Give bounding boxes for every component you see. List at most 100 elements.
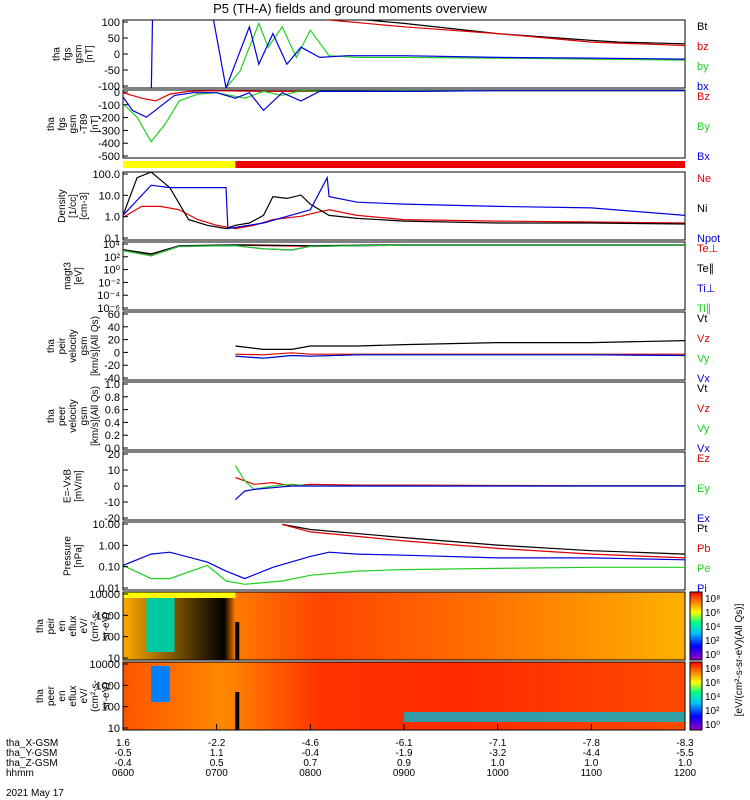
- ytick-label-7-2: 0.10: [99, 562, 120, 574]
- panel-8: [122, 591, 686, 661]
- ytick-label-6-3: -10: [104, 497, 120, 509]
- ytick-label-7-1: 1.00: [99, 540, 120, 552]
- panel-frame-3: [122, 241, 686, 311]
- ytick-label-3-3: 10⁻²: [98, 277, 120, 289]
- ytick-label-4-1: 40: [108, 322, 120, 334]
- ytick-label-1-2: -200: [98, 113, 120, 125]
- series-0-Bt: [359, 20, 685, 45]
- ytick-label-3-5: 10⁻⁶: [97, 303, 120, 315]
- legend-1-2: Bx: [697, 151, 710, 163]
- ytick-label-7-3: 0.01: [99, 583, 120, 595]
- ytick-label-1-4: -400: [98, 138, 120, 150]
- ytick-label-0-1: 50: [108, 33, 120, 45]
- xrow-value-3-4: 1000: [487, 768, 510, 779]
- series-7-Pi: [123, 551, 685, 580]
- ytick-label-0-4: -100: [98, 81, 120, 93]
- ytick-label-0-3: -50: [104, 65, 120, 77]
- series-2-Ne: [123, 205, 685, 230]
- xrow-value-2-0: -0.4: [114, 758, 132, 769]
- ytick-label-2-2: 1.0: [105, 212, 120, 224]
- ytick-label-4-0: 60: [108, 309, 120, 321]
- ytick-label-5-5: 0.0: [105, 443, 120, 455]
- ytick-label-1-1: -100: [98, 100, 120, 112]
- colorbar-tick-0-3: 10²: [705, 636, 720, 647]
- ylabel-2-1: [1/cc]: [68, 194, 79, 218]
- xrow-value-3-1: 0700: [206, 768, 229, 779]
- ylabel-8-6: sr-eV): [101, 612, 112, 639]
- ytick-label-1-3: -300: [98, 125, 120, 137]
- series-0-bx: [150, 20, 685, 88]
- ytick-label-6-4: -20: [104, 513, 120, 525]
- panel-frame-0: [122, 19, 686, 89]
- legend-5-2: Vy: [697, 423, 710, 435]
- ytick-label-8-2: 100: [102, 632, 120, 644]
- series-1-Bx: [123, 90, 685, 118]
- legend-3-2: Ti⊥: [697, 283, 715, 295]
- ylabel-9-4: eV/: [79, 688, 90, 703]
- colorbar-tick-1-0: 10⁸: [705, 664, 720, 675]
- colorbar-tick-0-4: 10⁰: [705, 650, 720, 661]
- legend-6-1: Ey: [697, 483, 710, 495]
- ytick-label-5-1: 0.8: [105, 392, 120, 404]
- ytick-label-8-3: 10: [108, 653, 120, 665]
- status-bar-segment-0: [123, 161, 236, 168]
- series-1-By: [123, 90, 685, 143]
- colorbar-tick-0-2: 10⁴: [705, 622, 720, 633]
- ytick-label-9-3: 10: [108, 723, 120, 735]
- panel-4: [122, 311, 686, 381]
- ytick-label-3-0: 10⁴: [103, 239, 120, 251]
- xrow-value-1-2: -0.4: [302, 748, 320, 759]
- legend-4-1: Vz: [697, 333, 710, 345]
- xrow-value-2-5: 1.0: [584, 758, 598, 769]
- ytick-label-2-3: 0.1: [105, 233, 120, 245]
- status-bar-segment-1: [235, 161, 685, 168]
- legend-3-1: Te∥: [697, 263, 714, 275]
- ylabel-3-0: magt3: [63, 262, 74, 290]
- legend-3-3: Ti∥: [697, 303, 711, 315]
- ylabel-4-1: peir: [57, 337, 68, 354]
- chart-title: P5 (TH-A) fields and ground moments over…: [213, 1, 487, 16]
- ytick-label-6-1: 10: [108, 465, 120, 477]
- xrow-value-0-0: 1.6: [116, 738, 130, 749]
- legend-5-3: Vx: [697, 443, 710, 455]
- xrow-value-2-3: 0.9: [397, 758, 411, 769]
- ylabel-6-1: [mV/m]: [74, 470, 85, 502]
- colorbar-tick-0-1: 10⁶: [705, 608, 720, 619]
- legend-5-0: Vt: [697, 383, 707, 395]
- xrow-value-0-1: -2.2: [208, 738, 226, 749]
- xrow-value-3-3: 0900: [393, 768, 416, 779]
- ylabel-5-2: velocity: [68, 399, 79, 432]
- xrow-value-2-4: 1.0: [491, 758, 505, 769]
- heatmap-gap-marker-8: [235, 622, 240, 660]
- panel-frame-5: [122, 381, 686, 451]
- xrow-value-1-3: -1.9: [395, 748, 413, 759]
- xrow-label-1: tha_Y-GSM: [6, 748, 57, 759]
- xrow-value-1-0: -0.5: [114, 748, 132, 759]
- heatmap-feature-band: [404, 712, 685, 722]
- panel-frame-2: [122, 171, 686, 241]
- ylabel-1-0: tha: [46, 117, 57, 131]
- ytick-label-4-4: -20: [104, 360, 120, 372]
- series-6-Ex: [234, 485, 685, 501]
- series-0-by: [225, 21, 685, 88]
- ylabel-0-1: fgs: [63, 47, 74, 60]
- ytick-label-6-0: 20: [108, 449, 120, 461]
- series-2-Npot: [123, 175, 685, 230]
- ylabel-9-5: (cm²-s-: [90, 680, 101, 712]
- ylabel-5-3: gsm: [79, 407, 90, 426]
- xrow-value-0-6: -8.3: [676, 738, 694, 749]
- panel-frame-7: [122, 521, 686, 591]
- ytick-label-4-2: 20: [108, 335, 120, 347]
- legend-7-2: Pe: [697, 563, 710, 575]
- xrow-value-2-1: 0.5: [210, 758, 224, 769]
- colorbar-0: [689, 591, 703, 661]
- colorbar-tick-1-2: 10⁴: [705, 692, 720, 703]
- ylabel-9-6: sr-eV): [101, 682, 112, 709]
- xrow-value-1-6: -5.5: [676, 748, 694, 759]
- xrow-value-3-5: 1100: [581, 768, 603, 779]
- colorbar-tick-1-3: 10²: [705, 706, 720, 717]
- panel-2: [122, 171, 686, 241]
- ytick-label-5-4: 0.2: [105, 430, 120, 442]
- ytick-label-5-0: 1.0: [105, 379, 120, 391]
- panel-9: [122, 661, 686, 731]
